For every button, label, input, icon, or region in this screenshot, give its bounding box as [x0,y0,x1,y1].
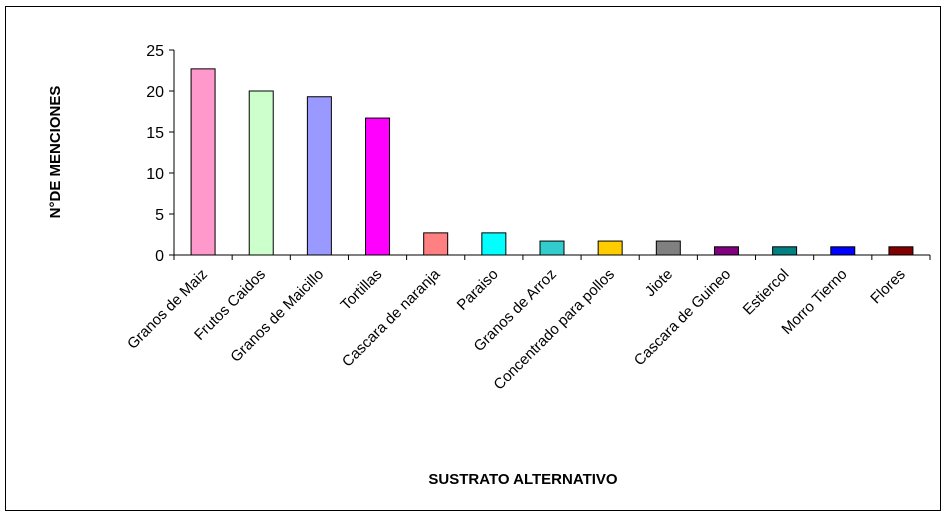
y-axis: 0 5 10 15 20 25 [146,43,175,265]
y-tick-label: 10 [146,166,164,183]
x-tick-label: Flores [867,266,908,307]
y-tick-label: 5 [155,207,164,224]
y-tick-label: 20 [146,84,164,101]
bar [423,232,449,256]
bar [481,232,507,256]
bar [248,90,274,256]
y-tick-label: 25 [146,43,164,60]
bar [772,246,798,256]
bar [539,240,565,256]
bar [190,68,216,256]
x-tick-label: Jiote [642,266,676,300]
bar [888,246,914,256]
bars [190,68,914,256]
x-tick-label: Tortillas [337,266,385,314]
bar [713,246,739,256]
bar [830,246,856,256]
y-axis-title: N°DE MENCIONES [47,86,64,219]
x-axis-title: SUSTRATO ALTERNATIVO [428,471,617,488]
y-tick-label: 15 [146,125,164,142]
bar [365,117,391,256]
bar [655,240,681,256]
x-tick-label: Cascara de naranja [339,265,444,370]
bar [306,96,332,256]
y-tick-label: 0 [155,248,164,265]
chart-frame: 0 5 10 15 20 25 Granos de Maiz Frutos Caidos Gr… [5,6,941,511]
x-tick-label: Concentrado para pollos [490,266,618,394]
x-tick-label: Paraiso [454,266,502,314]
x-tick-label: Estiercol [740,266,793,319]
bar [597,240,623,256]
x-tick-label: Cascara de Guineo [631,266,734,369]
